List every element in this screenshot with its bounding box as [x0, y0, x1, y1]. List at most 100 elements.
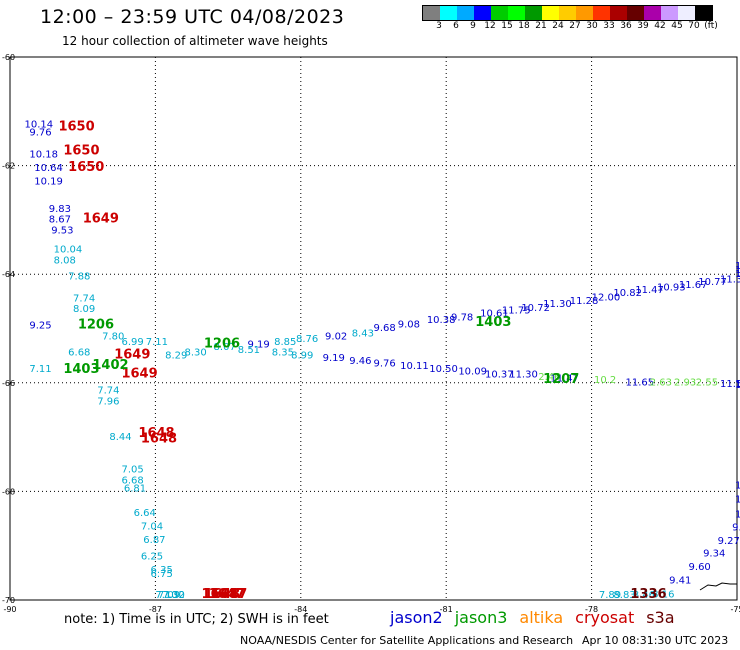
- wave-height-label: 11.30: [509, 369, 538, 380]
- pass-time-label: 1648: [138, 426, 174, 441]
- wave-height-label: 11.35: [720, 274, 740, 285]
- wave-height-label: 6.25: [141, 551, 163, 562]
- colorbar-label: 27: [569, 21, 581, 31]
- footer-note: note: 1) Time is in UTC; 2) SWH is in fe…: [64, 612, 329, 627]
- satellite-legend: jason2 jason3 altika cryosat s3a: [390, 608, 687, 627]
- colorbar-label: 21: [535, 21, 547, 31]
- longitude-tick-label: -90: [3, 605, 16, 614]
- colorbar-swatch: [610, 6, 627, 20]
- wave-height-label: 11.28: [570, 296, 599, 307]
- wave-height-label: 10.19: [34, 177, 63, 188]
- pass-time-label: 1206: [78, 318, 114, 333]
- legend-s3a: s3a: [646, 608, 675, 627]
- wave-height-label: 10.18: [29, 149, 58, 160]
- colorbar-label: 33: [603, 21, 615, 31]
- wave-height-label: 8.08: [54, 255, 76, 266]
- wave-height-label: 6.64: [134, 508, 156, 519]
- longitude-tick-label: -87: [149, 605, 162, 614]
- wave-height-label: 8.76: [296, 334, 318, 345]
- latitude-tick-label: -68: [2, 487, 15, 496]
- wave-height-label: 10.93: [657, 282, 686, 293]
- chart-subtitle: 12 hour collection of altimeter wave hei…: [62, 34, 328, 48]
- pass-time-label: 1649: [114, 347, 150, 362]
- wave-height-label: 10.72: [521, 303, 550, 314]
- latitude-tick-label: -64: [2, 270, 15, 279]
- wave-height-label: 10.38: [427, 315, 456, 326]
- colorbar-swatch: [457, 6, 474, 20]
- wave-height-label: 11.30: [543, 299, 572, 310]
- wave-height-label: 10.60: [735, 380, 740, 391]
- wave-height-label: 11.30: [735, 379, 740, 390]
- pass-time-label: 1336: [630, 587, 666, 602]
- colorbar-swatch: [678, 6, 695, 20]
- wave-height-label: 2.63: [650, 378, 672, 389]
- wave-height-label: 11.90: [735, 261, 740, 272]
- wave-height-label: 10.12: [735, 509, 740, 520]
- credit-text: NOAA/NESDIS Center for Satellite Applica…: [240, 634, 574, 647]
- legend-jason2: jason2: [390, 608, 443, 627]
- wave-height-label: 10.11: [400, 361, 429, 372]
- wave-height-label: 2.55: [696, 378, 718, 389]
- wave-height-label: 9.68: [374, 323, 396, 334]
- pass-time-label: 1647: [211, 587, 247, 602]
- wave-height-label: 7.32: [163, 590, 185, 601]
- pass-time-label: 1206: [204, 337, 240, 352]
- wave-height-label: 8.07: [214, 342, 236, 353]
- wave-height-label: 10.61: [480, 309, 509, 320]
- wave-height-label: 8.16: [652, 589, 674, 600]
- wave-height-label: 9.27: [718, 536, 740, 547]
- wave-height-label: 7.74: [73, 293, 95, 304]
- wave-height-label: 9.41: [669, 576, 691, 587]
- chart-title: 12:00 – 23:59 UTC 04/08/2023: [40, 6, 345, 28]
- wave-height-label: 7.96: [97, 397, 119, 408]
- wave-height-label: 2.46: [538, 372, 560, 383]
- legend-cryosat: cryosat: [575, 608, 635, 627]
- colorbar-swatch: [440, 6, 457, 20]
- wave-height-label: 9.25: [29, 321, 51, 332]
- colorbar-swatch: [491, 6, 508, 20]
- wave-height-label: 10.2: [594, 375, 616, 386]
- wave-height-label: 8.51: [238, 345, 260, 356]
- wave-height-label: 7.89: [599, 590, 621, 601]
- colorbar-label: 12: [484, 21, 496, 31]
- wave-height-label: 8.44: [109, 432, 131, 443]
- legend-altika: altika: [519, 608, 564, 627]
- wave-height-label: 11.65: [626, 378, 655, 389]
- wave-height-label: 11.57: [720, 379, 740, 390]
- wave-height-label: 7.88: [68, 272, 90, 283]
- wave-height-label: 11.67: [679, 280, 708, 291]
- pass-time-label: 1402: [92, 358, 128, 373]
- wave-height-label: 9.08: [398, 319, 420, 330]
- legend-jason3: jason3: [454, 608, 508, 627]
- longitude-tick-label: -75: [730, 605, 740, 614]
- wave-height-label: 6.87: [143, 535, 165, 546]
- colorbar-label: 70: [688, 21, 700, 31]
- wave-height-label: 9.19: [323, 353, 345, 364]
- wave-height-label: 8.43: [352, 329, 374, 340]
- colorbar-label: (ft): [704, 21, 718, 31]
- wave-height-colorbar: [422, 5, 713, 21]
- latitude-tick-label: -60: [2, 53, 15, 62]
- pass-time-label: 1648: [201, 587, 237, 602]
- colorbar-labels: 3 6 9 12 15 18 21 24 27 30 33 36 39 42 45 70 (ft): [422, 21, 740, 33]
- wave-height-label: 9.83: [49, 204, 71, 215]
- wave-height-label: 6.68: [121, 475, 143, 486]
- wave-height-label: 8.99: [291, 350, 313, 361]
- pass-time-label: 1650: [63, 144, 99, 159]
- wave-height-label: 7.05: [121, 464, 143, 475]
- colorbar-label: 30: [586, 21, 598, 31]
- wave-height-label: 8.67: [49, 215, 71, 226]
- wave-height-label: 10.14: [25, 120, 54, 131]
- colorbar-label: 39: [637, 21, 649, 31]
- pass-time-label: 1207: [543, 372, 579, 387]
- pass-time-label: 1403: [63, 362, 99, 377]
- pass-time-label: 1650: [58, 119, 94, 134]
- wave-height-label: 10.73: [735, 269, 740, 280]
- colorbar-label: 9: [470, 21, 476, 31]
- wave-height-label: 10.3: [735, 481, 740, 492]
- wave-height-label: 9.46: [349, 356, 371, 367]
- wave-height-label: 6.75: [151, 569, 173, 580]
- wave-height-label: 7.74: [97, 386, 119, 397]
- wave-height-label: 10.64: [34, 163, 63, 174]
- coastline: [699, 582, 737, 591]
